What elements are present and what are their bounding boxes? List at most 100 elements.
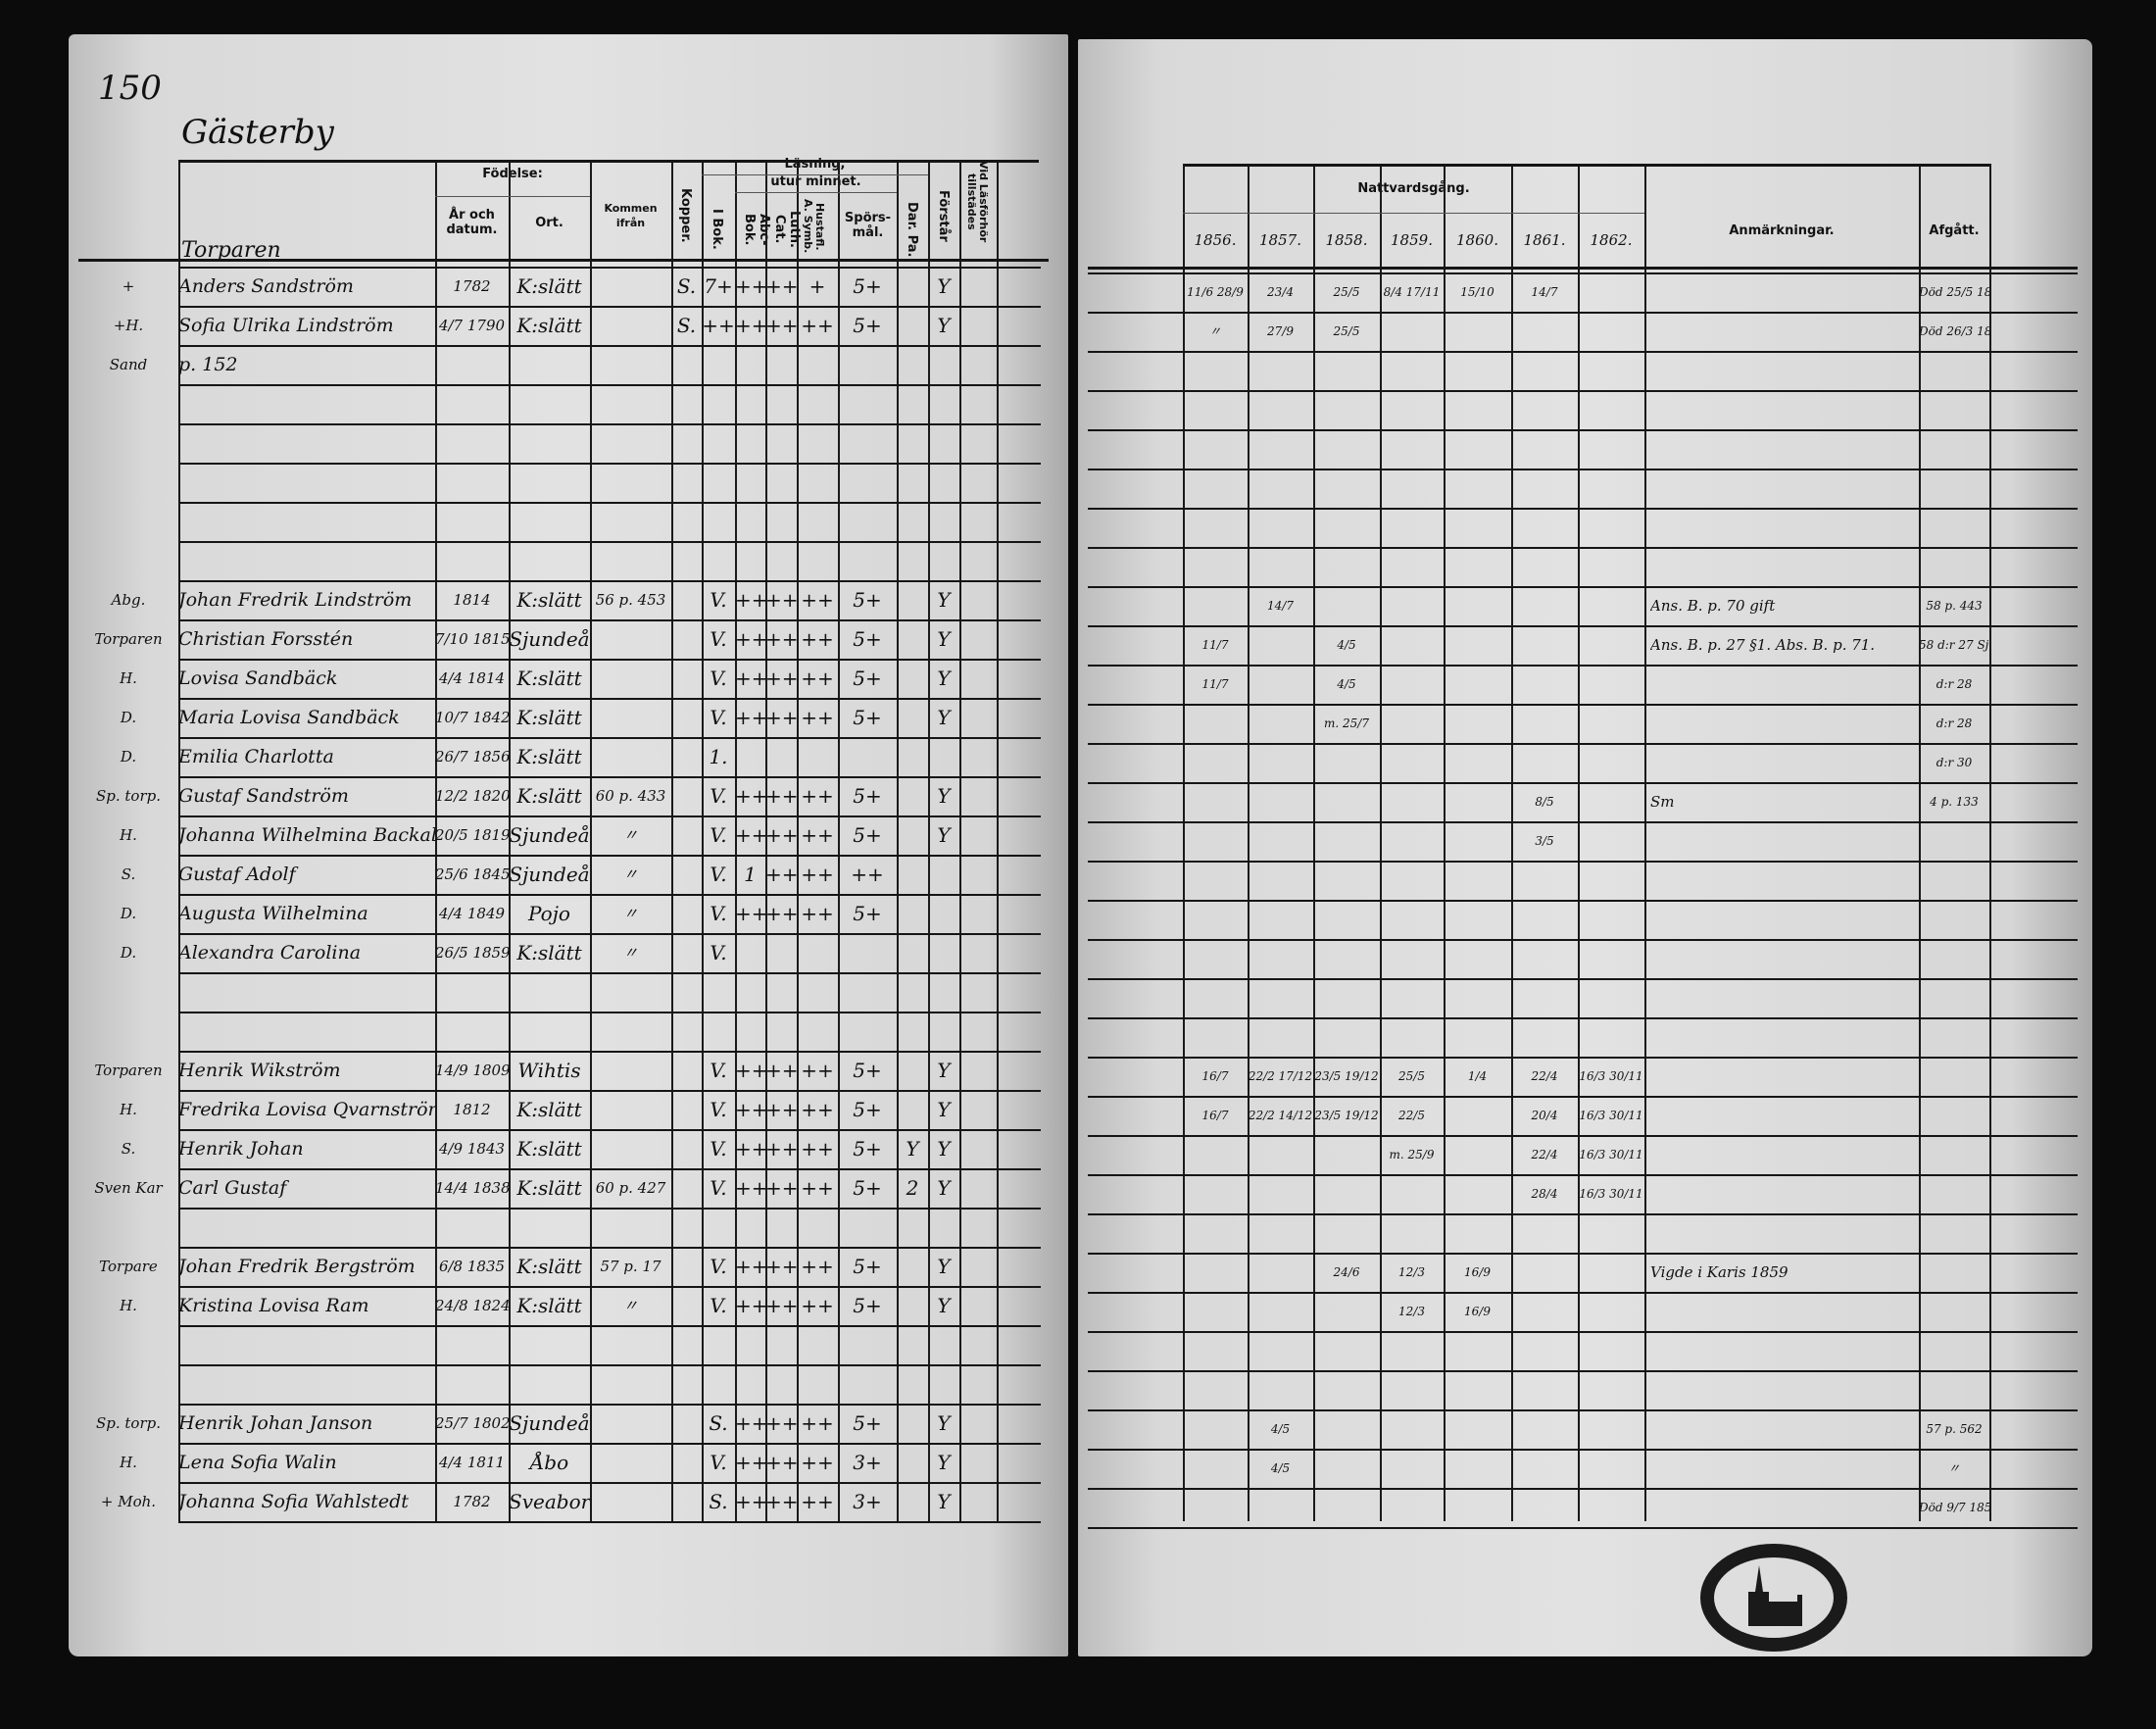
row-rule — [1088, 1370, 2078, 1372]
departed: d:r 30 — [1936, 756, 1973, 769]
row-rule — [178, 580, 1041, 582]
reading-abc: ++ — [735, 1255, 765, 1278]
reading-bok: 1. — [709, 745, 728, 768]
margin-note: H. — [120, 826, 137, 844]
margin-note: Sand — [109, 356, 148, 373]
row-rule — [178, 1051, 1041, 1053]
reading-sporsmal: 5+ — [853, 784, 882, 808]
row-rule — [1088, 782, 2078, 784]
church-seal-stamp-icon — [1700, 1544, 1847, 1652]
communion-date: 11/7 — [1201, 677, 1229, 691]
row-rule — [1088, 1527, 2078, 1529]
column-divider — [1578, 164, 1580, 1521]
reading-sporsmal: 3+ — [853, 1490, 882, 1513]
communion-date: 22/2 14/12 — [1248, 1109, 1313, 1122]
reading-abc: ++ — [735, 823, 765, 847]
reading-luth: ++ — [765, 588, 797, 612]
person-name: Anders Sandström — [178, 275, 354, 297]
communion-date: 4/5 — [1270, 1461, 1291, 1475]
margin-note: + Moh. — [100, 1493, 157, 1510]
row-rule — [1088, 508, 2078, 510]
reading-symb: ++ — [801, 314, 834, 337]
header-abc-bok: Abc-Bok. — [742, 213, 771, 246]
reading-bok: V. — [710, 863, 727, 886]
person-name: Emilia Charlotta — [178, 746, 334, 767]
reading-symb: ++ — [801, 1059, 834, 1082]
birth-place: Sjundeå — [509, 627, 590, 651]
column-divider — [1511, 164, 1513, 1521]
kopper: S. — [676, 314, 697, 337]
year-header: 1862. — [1590, 231, 1633, 249]
reading-luth: ++ — [765, 314, 797, 337]
reading-sporsmal: 5+ — [853, 1176, 882, 1200]
row-rule — [1088, 821, 2078, 823]
moved-from: 〃 — [622, 865, 638, 883]
row-rule — [178, 1482, 1041, 1484]
communion-date: 22/4 — [1531, 1148, 1558, 1161]
reading-luth: ++ — [765, 1059, 797, 1082]
forstar: Y — [937, 1176, 951, 1200]
column-divider — [797, 160, 799, 1521]
departed: 4 p. 133 — [1930, 795, 1979, 809]
communion-date: 20/4 — [1531, 1109, 1558, 1122]
reading-bok: ++ — [702, 314, 735, 337]
header-ar: År och datum. — [446, 208, 498, 237]
row-rule — [1088, 1449, 2078, 1451]
forstar: Y — [937, 588, 951, 612]
row-rule — [178, 1325, 1041, 1327]
row-rule — [178, 1247, 1041, 1249]
person-name: Augusta Wilhelmina — [178, 903, 368, 924]
reading-symb: ++ — [801, 1098, 834, 1121]
communion-date: 16/9 — [1464, 1305, 1491, 1318]
year-header: 1859. — [1391, 231, 1433, 249]
birth-date: 24/8 1824 — [435, 1297, 509, 1314]
reading-abc: ++ — [735, 1059, 765, 1082]
column-divider — [735, 160, 737, 1521]
person-name: Carl Gustaf — [178, 1177, 287, 1199]
birth-place: Pojo — [528, 902, 570, 925]
reading-luth: ++ — [765, 274, 797, 298]
row-rule — [1088, 547, 2078, 549]
margin-note: Torpare — [99, 1258, 158, 1275]
column-divider — [702, 160, 704, 1521]
reading-luth: ++ — [765, 1490, 797, 1513]
year-header: 1858. — [1325, 231, 1368, 249]
communion-date: 23/5 19/12 — [1314, 1109, 1379, 1122]
reading-symb: ++ — [801, 627, 834, 651]
communion-date: 25/5 — [1333, 324, 1360, 338]
communion-date: 3/5 — [1535, 834, 1554, 848]
birth-date: 4/9 1843 — [438, 1140, 506, 1158]
reading-bok: V. — [710, 667, 727, 690]
row-rule — [1088, 665, 2078, 667]
row-rule — [178, 619, 1041, 621]
margin-note: D. — [120, 748, 137, 766]
reading-abc: ++ — [735, 314, 765, 337]
departed: Död 26/3 1859 — [1919, 324, 1989, 338]
forstar: Y — [937, 1059, 951, 1082]
communion-date: 14/7 — [1531, 285, 1558, 299]
birth-place: K:slätt — [516, 941, 582, 964]
reading-symb: ++ — [801, 588, 834, 612]
column-divider — [435, 160, 437, 1521]
birth-place: Sveaborg — [509, 1490, 590, 1513]
header-afgatt: Afgått. — [1929, 223, 1980, 238]
reading-bok: V. — [710, 1098, 727, 1121]
nattvard-rule — [1183, 213, 1644, 214]
communion-date: 25/5 — [1333, 285, 1360, 299]
reading-bok: V. — [710, 588, 727, 612]
row-rule — [1088, 1292, 2078, 1294]
reading-symb: ++ — [801, 1411, 834, 1435]
moved-from: 57 p. 17 — [600, 1258, 662, 1275]
departed: 58 d:r 27 Sjundeå — [1919, 638, 1989, 652]
moved-from: 〃 — [622, 826, 638, 844]
row-rule — [178, 306, 1041, 308]
departed: d:r 28 — [1936, 677, 1973, 691]
header-nattvardsgang: Nattvardsgång. — [1357, 181, 1470, 196]
communion-date: 1/4 — [1467, 1069, 1488, 1083]
row-rule — [1088, 351, 2078, 353]
row-rule — [178, 1090, 1041, 1092]
row-rule — [1088, 1096, 2078, 1098]
birth-place: K:slätt — [516, 588, 582, 612]
margin-note: Sp. torp. — [95, 1414, 161, 1432]
communion-date: 12/3 — [1398, 1305, 1425, 1318]
